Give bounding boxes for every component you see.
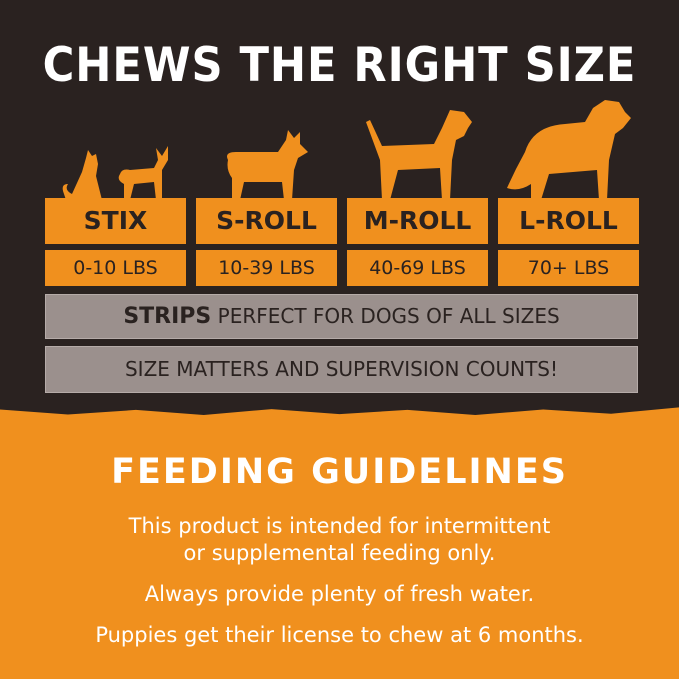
corgi-silhouette-icon bbox=[227, 130, 308, 200]
feeding-line: Always provide plenty of fresh water. bbox=[144, 582, 535, 606]
feeding-line: or supplemental feeding only. bbox=[183, 541, 496, 565]
cat-and-small-dog-silhouette-icon bbox=[62, 146, 168, 200]
medium-dog-silhouette-icon bbox=[366, 110, 472, 200]
strips-label: STRIPS bbox=[123, 304, 212, 329]
feeding-line: This product is intended for intermitten… bbox=[128, 514, 551, 538]
size-name: L-ROLL bbox=[498, 198, 639, 244]
feeding-title: FEEDING GUIDELINES bbox=[111, 452, 568, 492]
strips-text: PERFECT FOR DOGS OF ALL SIZES bbox=[211, 304, 560, 328]
size-name: STIX bbox=[45, 198, 186, 244]
size-weight: 0-10 LBS bbox=[45, 250, 186, 286]
feeding-line: Puppies get their license to chew at 6 m… bbox=[95, 623, 584, 647]
large-dog-silhouette-icon bbox=[507, 100, 631, 200]
size-name: M-ROLL bbox=[347, 198, 488, 244]
size-name: S-ROLL bbox=[196, 198, 337, 244]
page-title: CHEWS THE RIGHT SIZE bbox=[42, 38, 637, 93]
size-weight: 10-39 LBS bbox=[196, 250, 337, 286]
size-weight: 70+ LBS bbox=[498, 250, 639, 286]
size-weight: 40-69 LBS bbox=[347, 250, 488, 286]
supervision-banner: SIZE MATTERS AND SUPERVISION COUNTS! bbox=[45, 346, 638, 393]
strips-banner: STRIPS PERFECT FOR DOGS OF ALL SIZES bbox=[45, 294, 638, 339]
